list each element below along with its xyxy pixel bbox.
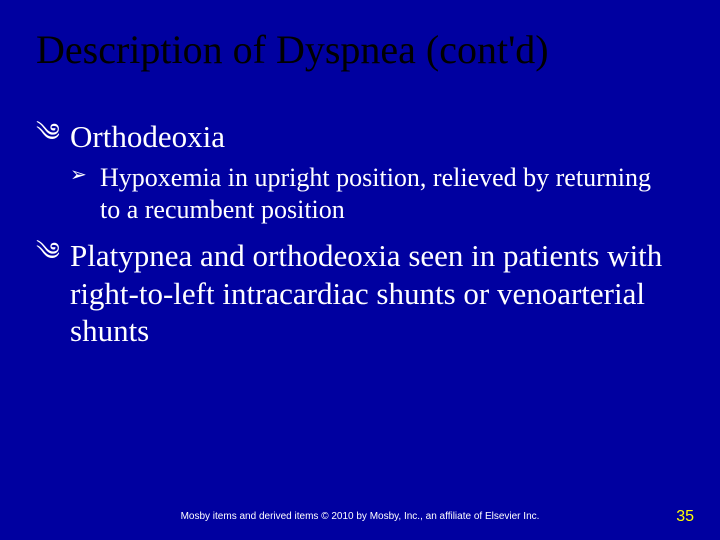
list-subitem: ➢ Hypoxemia in upright position, relieve… (70, 162, 672, 227)
list-subitem-text: Hypoxemia in upright position, relieved … (100, 162, 672, 227)
page-number: 35 (676, 508, 694, 526)
bullet-lvl1-icon: ༄ (36, 237, 70, 268)
footer-copyright: Mosby items and derived items © 2010 by … (0, 511, 720, 522)
list-item-text: Platypnea and orthodeoxia seen in patien… (70, 237, 672, 350)
slide: Description of Dyspnea (cont'd) ༄ Orthod… (0, 0, 720, 540)
slide-body: ༄ Orthodeoxia ➢ Hypoxemia in upright pos… (36, 118, 672, 356)
bullet-lvl1-icon: ༄ (36, 118, 70, 149)
list-item-text: Orthodeoxia (70, 118, 225, 156)
list-item: ༄ Platypnea and orthodeoxia seen in pati… (36, 237, 672, 350)
list-item: ༄ Orthodeoxia (36, 118, 672, 156)
bullet-lvl2-icon: ➢ (70, 162, 100, 189)
slide-title: Description of Dyspnea (cont'd) (36, 28, 684, 72)
sublist: ➢ Hypoxemia in upright position, relieve… (70, 162, 672, 227)
